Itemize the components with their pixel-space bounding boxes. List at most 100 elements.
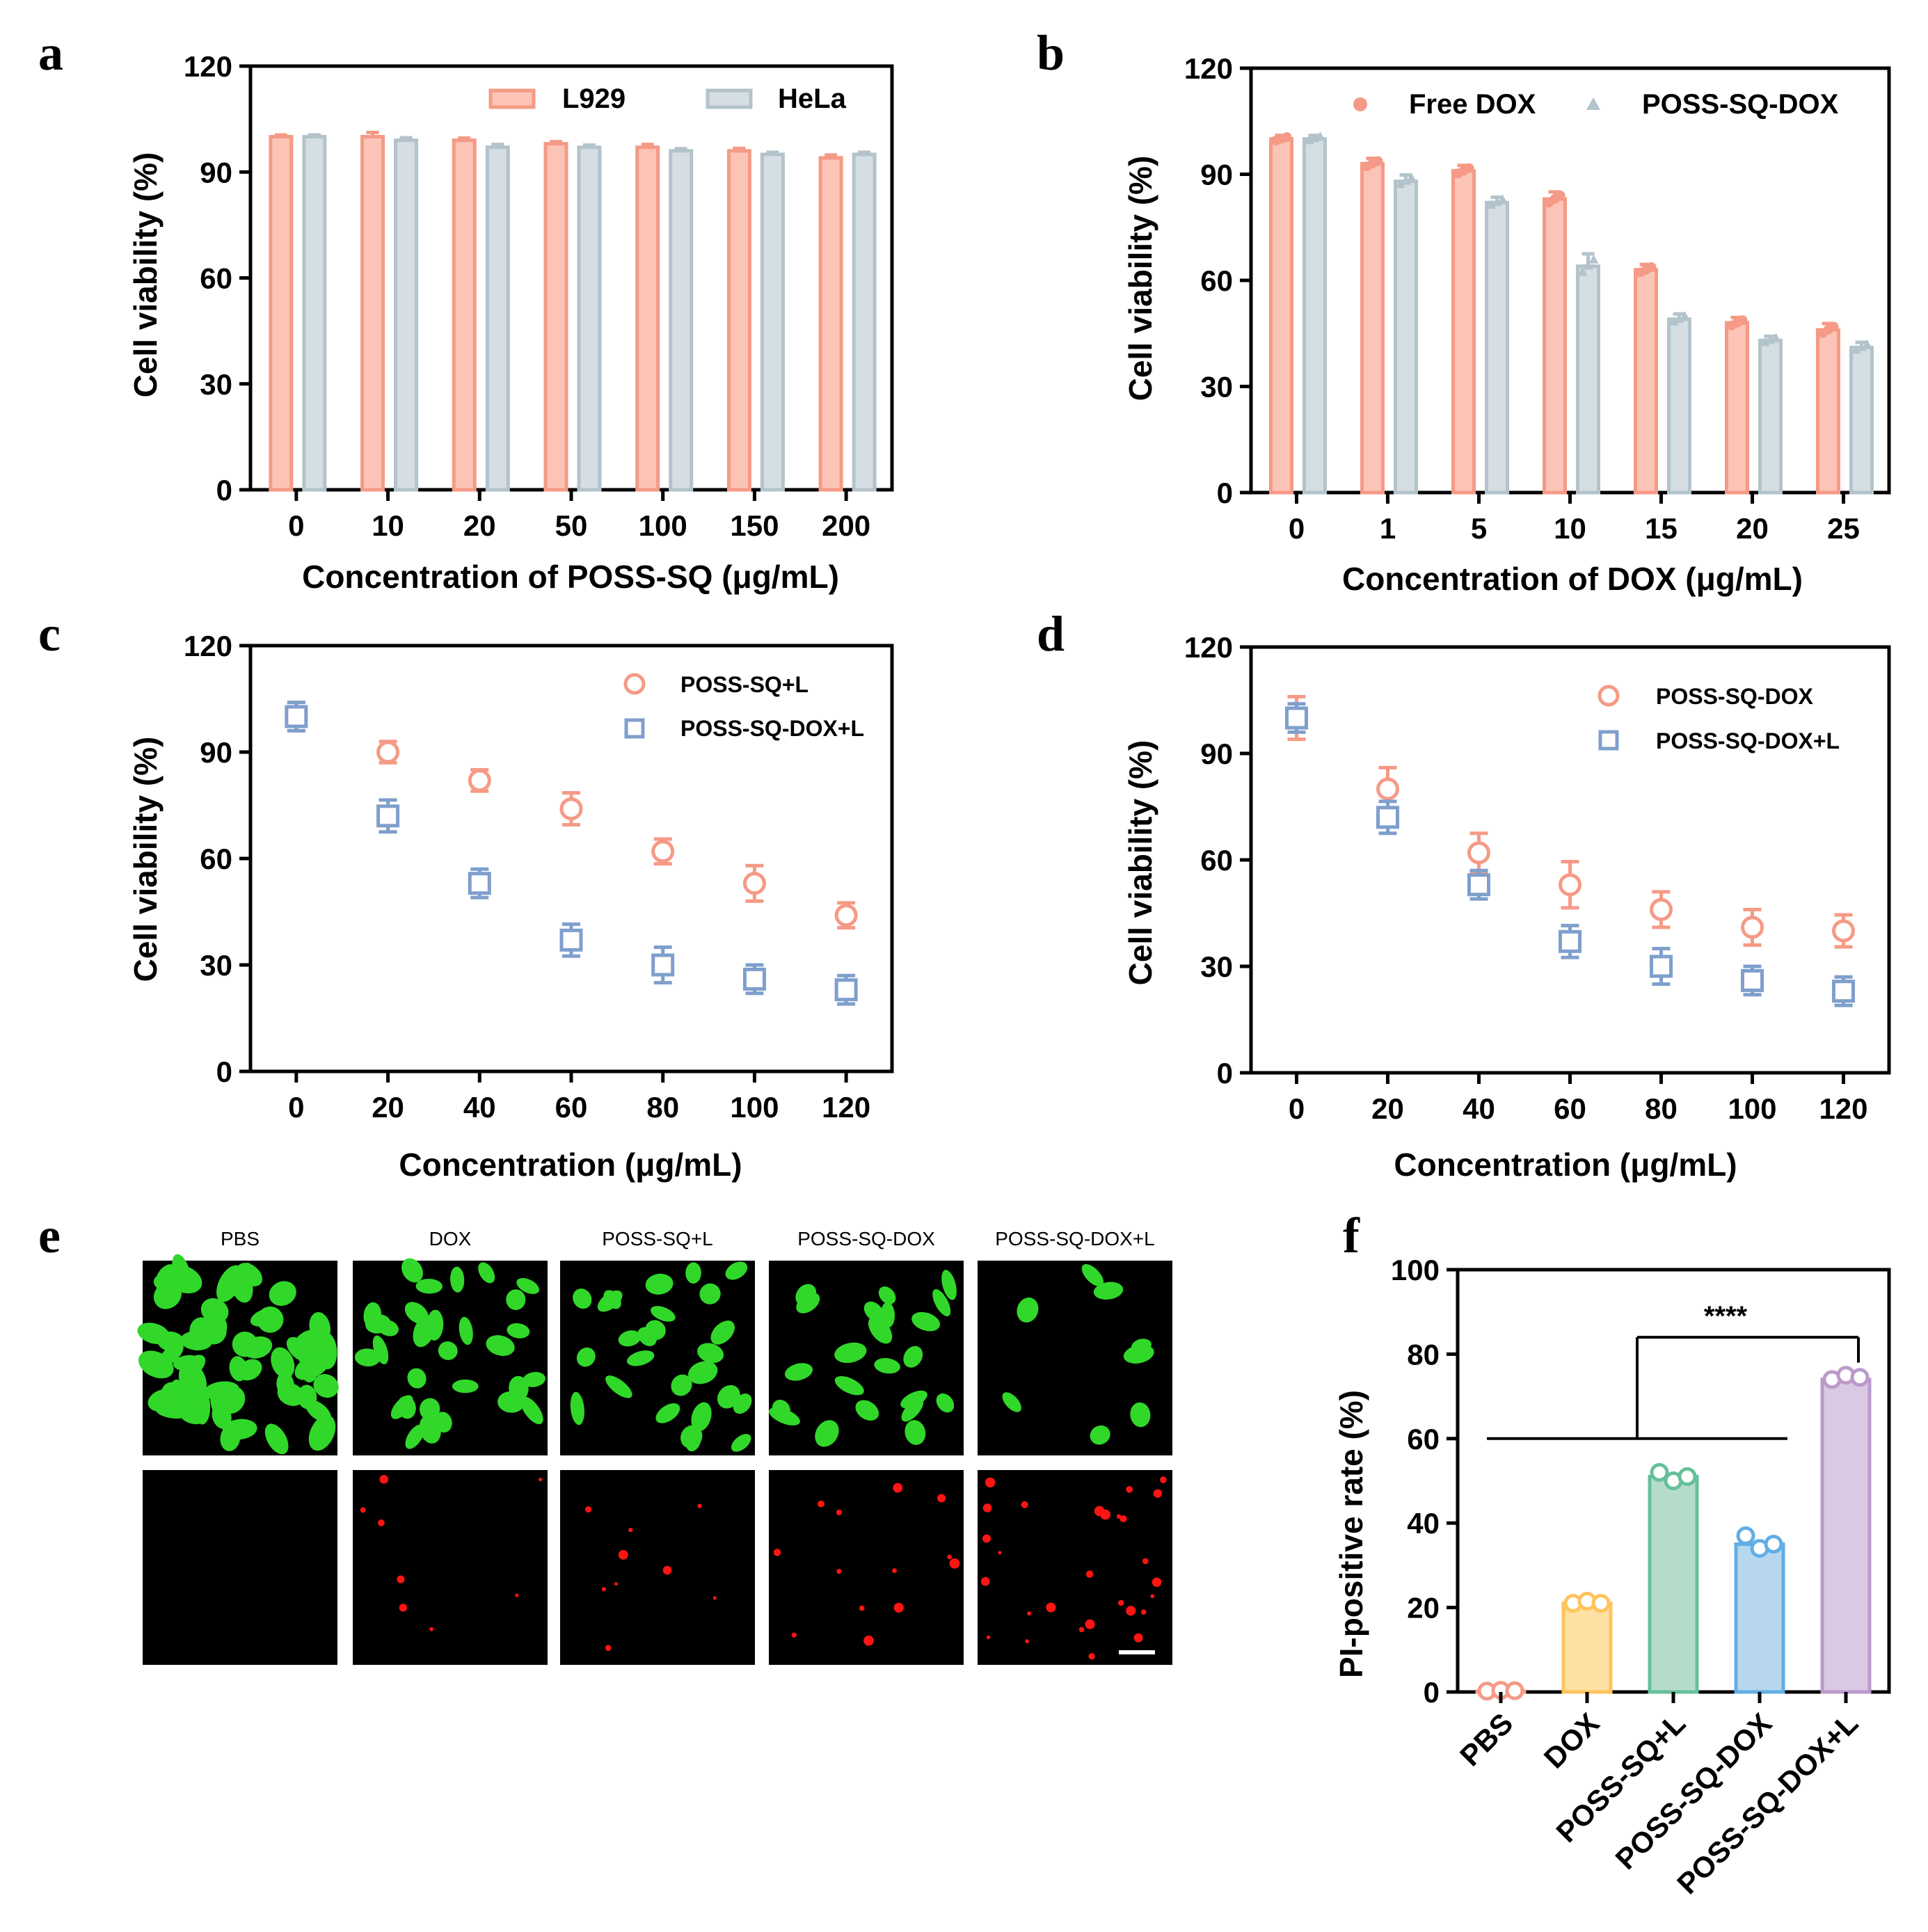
dead-cell [836, 1568, 842, 1574]
live-cell [645, 1320, 666, 1340]
dead-cell [1150, 1594, 1155, 1599]
micrograph-grid [137, 1254, 1172, 1665]
x-tick-label-25: 25 [1827, 512, 1860, 545]
a-bar-l929-100 [635, 145, 660, 492]
panel-letter-a: a [38, 25, 63, 81]
d-marker-poss-sq-dox-40 [1467, 841, 1490, 865]
panel-d-y-ticks: 0 30 60 90 120 [1184, 631, 1251, 1089]
panel-b-x-ticks: 0 1 5 10 15 20 25 [1289, 493, 1860, 545]
live-cell [655, 1403, 680, 1423]
a-bar-l929-20 [452, 138, 477, 492]
dead-cell [986, 1635, 991, 1640]
x-tick-label-40: 40 [463, 1091, 496, 1124]
micrograph-background [769, 1470, 964, 1665]
x-tick-label-60: 60 [1554, 1092, 1586, 1125]
c-marker-poss-sq-dox-l-80 [651, 953, 675, 977]
live-cell [645, 1273, 674, 1295]
b-bar-poss-sq-dox-20 [1758, 338, 1783, 495]
a-bar-hela-200 [852, 152, 877, 492]
micrograph-live-poss-sq-dox [769, 1261, 964, 1455]
b-bar-poss-sq-dox-25 [1849, 346, 1874, 495]
micrograph-live-pbs [137, 1254, 339, 1455]
scale-bar [1119, 1650, 1155, 1654]
live-cell [201, 1314, 228, 1340]
micrograph-background [978, 1470, 1172, 1665]
x-tick-label-0: 0 [288, 1091, 304, 1124]
d-marker-poss-sq-dox-l-80 [1650, 955, 1673, 978]
panel-a-x-axis-title: Concentration of POSS-SQ (μg/mL) [302, 559, 839, 595]
dead-cell [1078, 1627, 1085, 1633]
micrograph-label-poss-sq-dox: POSS-SQ-DOX [797, 1228, 935, 1250]
y-tick-label-60: 60 [200, 262, 232, 295]
dead-cell [1085, 1619, 1095, 1629]
dead-cell [937, 1494, 946, 1503]
micrograph-label-dox: DOX [429, 1228, 472, 1250]
live-cell [237, 1359, 262, 1381]
y-tick-label-90: 90 [1200, 737, 1233, 770]
dead-cell [605, 1645, 612, 1651]
legend-marker-free-dox [1353, 97, 1367, 111]
live-cell [419, 1414, 441, 1444]
live-cell [516, 1277, 539, 1295]
dead-cell [618, 1549, 628, 1560]
live-cell [932, 1289, 951, 1317]
b-point-free-dox [1829, 321, 1839, 332]
y-tick-label-0: 0 [216, 1055, 232, 1088]
live-cell [725, 1261, 748, 1280]
a-bar-hela-0 [302, 135, 327, 492]
dead-cell [1046, 1602, 1056, 1613]
b-point-free-dox [1555, 191, 1565, 200]
live-cell [450, 1266, 465, 1293]
dead-cell [818, 1500, 824, 1508]
b-bar-free-dox-20 [1725, 321, 1749, 495]
x-tick-label-20: 20 [372, 1091, 404, 1124]
x-tick-label-60: 60 [555, 1091, 588, 1124]
y-tick-label-120: 120 [1184, 52, 1233, 85]
y-tick-label-60: 60 [1407, 1423, 1440, 1455]
x-tick-label-10: 10 [1554, 512, 1586, 545]
panel-f-plot-area [1456, 1268, 1891, 1701]
legend-marker-poss-sq-dox [1598, 685, 1620, 707]
x-tick-label-40: 40 [1463, 1092, 1495, 1125]
panel-d-x-axis-title: Concentration (μg/mL) [1394, 1147, 1737, 1183]
live-cell [415, 1279, 443, 1294]
live-cell [222, 1419, 257, 1440]
dead-cell [1025, 1639, 1030, 1643]
live-cell [1093, 1282, 1124, 1300]
b-bar-poss-sq-dox-1 [1394, 179, 1418, 495]
dead-cell [1126, 1606, 1136, 1616]
f-bar-poss-sq-dox-l [1820, 1378, 1872, 1694]
y-tick-label-0: 0 [1217, 477, 1233, 509]
dead-cell [982, 1534, 991, 1543]
x-tick-label-10: 10 [372, 509, 404, 542]
panel-e-micrographs: PBS DOX POSS-SQ+L POSS-SQ-DOX POSS-SQ-DOX+L [137, 1228, 1172, 1665]
y-tick-label-20: 20 [1407, 1592, 1440, 1624]
significance-label: **** [1704, 1301, 1748, 1332]
a-bar-l929-150 [726, 149, 751, 492]
y-tick-label-90: 90 [1200, 159, 1233, 191]
micrograph-background [353, 1470, 548, 1665]
live-cell [731, 1434, 751, 1452]
y-tick-label-60: 60 [200, 843, 232, 875]
a-bar-hela-100 [669, 149, 694, 492]
live-cell [685, 1262, 701, 1284]
d-marker-poss-sq-dox-l-40 [1467, 873, 1490, 897]
dead-cell [773, 1549, 781, 1556]
b-bar-poss-sq-dox-10 [1576, 264, 1600, 495]
significance-bracket: **** [1487, 1301, 1860, 1440]
live-cell [506, 1289, 526, 1311]
a-bar-l929-0 [269, 135, 294, 492]
panel-c-y-axis-title: Cell viability (%) [127, 737, 164, 982]
live-cell [354, 1348, 381, 1367]
panel-a-bar-chart: 0 30 60 90 120 0 10 20 50 100 150 200 Concentratio… [127, 50, 894, 595]
b-bar-free-dox-1 [1360, 161, 1385, 495]
f-point-poss-sq-l [1678, 1467, 1697, 1486]
panel-c-legend: POSS-SQ+L POSS-SQ-DOX+L [623, 672, 864, 741]
panel-d-x-ticks: 0 20 40 60 80 100 120 [1289, 1073, 1868, 1125]
micrograph-dead-poss-sq-l [560, 1470, 755, 1665]
d-marker-poss-sq-dox-l-100 [1741, 968, 1764, 992]
panel-a-plot-area [248, 64, 894, 492]
dead-cell [1120, 1515, 1127, 1523]
c-marker-poss-sq-dox-l-20 [376, 804, 400, 828]
dead-cell [397, 1575, 405, 1583]
